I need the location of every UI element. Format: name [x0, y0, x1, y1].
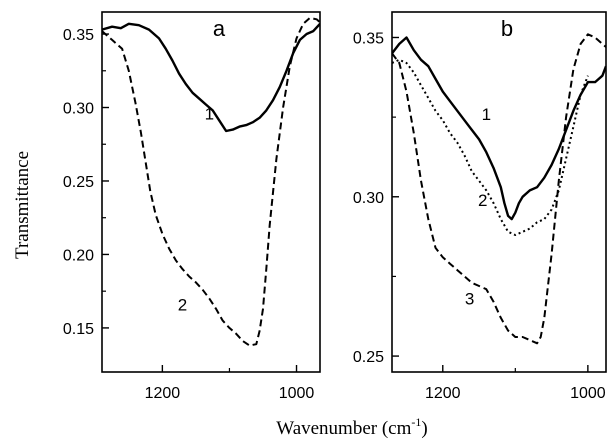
y-tick-label: 0.30	[63, 101, 94, 118]
y-tick-label: 0.20	[63, 247, 94, 264]
x-tick-label: 1200	[425, 385, 461, 402]
series-group	[102, 16, 320, 347]
curve-label: 2	[178, 295, 187, 314]
curve-label: 1	[482, 105, 491, 124]
y-tick-label: 0.25	[63, 174, 94, 191]
panel-a: 0.15 0.20 0.25 0.30 0.35 1200 1000 a 1 2	[63, 11, 321, 402]
y-tick-label: 0.35	[63, 27, 94, 44]
curve-label: 2	[478, 191, 487, 210]
y-tick-label: 0.35	[353, 30, 384, 47]
panel-b: 0.25 0.30 0.35 1200 1000 b 1 2 3	[353, 11, 607, 402]
y-axis-label: Transmittance	[12, 151, 33, 259]
y-tick-label: 0.15	[63, 321, 94, 338]
x-axis-label: Wavenumber (cm-1)	[276, 415, 427, 439]
x-tick-label: 1000	[570, 385, 606, 402]
plot-frame	[391, 11, 607, 373]
x-axis-label-superscript: -1	[411, 415, 421, 429]
panel-label: b	[501, 16, 513, 41]
series-1-line	[392, 36, 606, 221]
y-tick-label: 0.25	[353, 349, 384, 366]
series-group	[392, 33, 606, 345]
series-2-line	[102, 16, 320, 347]
y-tick-label: 0.30	[353, 190, 384, 207]
curve-label: 1	[205, 104, 214, 123]
panel-label: a	[213, 16, 226, 41]
curve-label: 3	[465, 290, 474, 309]
x-axis-label-close: )	[421, 418, 427, 439]
x-axis-label-main: Wavenumber (cm	[276, 418, 411, 439]
x-tick-label: 1000	[279, 385, 315, 402]
series-1-line	[102, 22, 320, 133]
x-tick-label: 1200	[145, 385, 181, 402]
plot-frame	[101, 11, 321, 373]
